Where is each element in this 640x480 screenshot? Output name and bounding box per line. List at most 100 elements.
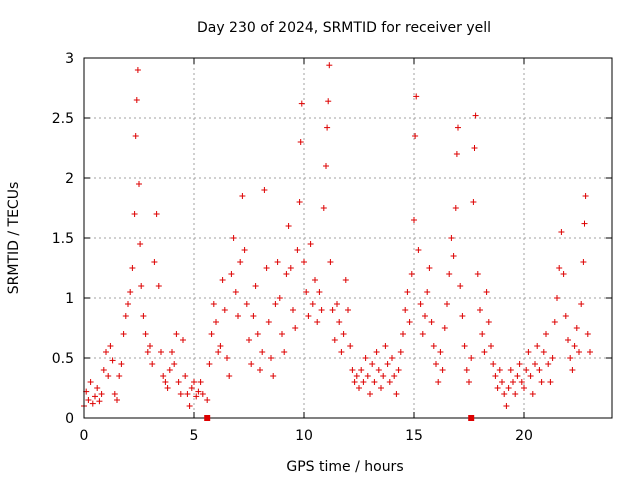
- data-point: [296, 199, 303, 205]
- data-point: [408, 271, 415, 277]
- data-point: [450, 253, 457, 259]
- data-point: [444, 301, 450, 307]
- data-point: [521, 385, 527, 391]
- data-point: [369, 361, 376, 367]
- data-point: [136, 181, 142, 187]
- data-point: [587, 349, 593, 355]
- data-point: [560, 271, 567, 277]
- data-point: [116, 373, 123, 379]
- data-point: [457, 283, 464, 289]
- data-point: [243, 301, 250, 307]
- data-point: [492, 373, 499, 379]
- data-point: [441, 325, 448, 331]
- data-point: [523, 367, 530, 373]
- data-point: [323, 163, 329, 169]
- data-point: [349, 367, 356, 373]
- data-point: [105, 373, 112, 379]
- data-point: [287, 265, 294, 271]
- data-point: [173, 331, 180, 337]
- data-point: [527, 373, 534, 379]
- data-point: [581, 220, 588, 227]
- data-point: [232, 289, 239, 295]
- data-point: [153, 211, 160, 217]
- data-point: [137, 241, 144, 247]
- data-point: [169, 349, 175, 355]
- data-point: [404, 289, 411, 295]
- data-point: [294, 247, 301, 253]
- data-point: [406, 319, 413, 325]
- data-point: [226, 373, 233, 379]
- data-point: [393, 391, 400, 397]
- data-point: [525, 349, 532, 355]
- data-point: [549, 355, 556, 361]
- data-point: [221, 307, 228, 313]
- data-point: [114, 397, 120, 403]
- data-point: [297, 139, 304, 145]
- data-point: [177, 391, 184, 397]
- data-point: [433, 361, 439, 367]
- data-point: [571, 343, 578, 349]
- data-point: [285, 223, 292, 229]
- data-point: [503, 403, 510, 409]
- data-point: [413, 93, 420, 100]
- data-point: [340, 331, 347, 337]
- data-point: [312, 277, 318, 283]
- data-point: [120, 331, 127, 337]
- data-point: [543, 331, 549, 337]
- data-point: [144, 349, 151, 355]
- data-point: [261, 187, 268, 193]
- data-point: [92, 393, 98, 400]
- y-tick-label: 0: [65, 411, 74, 427]
- x-tick-label: 5: [190, 428, 199, 444]
- data-point: [268, 355, 274, 361]
- data-point: [180, 337, 186, 343]
- data-point: [496, 367, 503, 373]
- y-tick-label: 3: [65, 51, 74, 67]
- data-point: [551, 319, 558, 325]
- data-point: [353, 373, 360, 379]
- data-point: [208, 331, 215, 337]
- data-point: [276, 295, 283, 301]
- data-point: [210, 301, 217, 307]
- x-tick-label: 20: [515, 428, 533, 444]
- data-point: [373, 349, 380, 355]
- data-point: [329, 307, 336, 313]
- data-point: [483, 289, 490, 295]
- data-point: [147, 343, 153, 349]
- data-point: [514, 373, 521, 379]
- data-point: [331, 337, 338, 343]
- data-point: [417, 301, 424, 307]
- data-point: [132, 133, 139, 139]
- data-point: [305, 313, 312, 319]
- data-point: [254, 331, 261, 337]
- data-point: [298, 100, 305, 107]
- data-point: [428, 319, 435, 325]
- data-point: [512, 391, 519, 397]
- data-point: [217, 343, 224, 349]
- data-point: [569, 367, 576, 373]
- data-point: [547, 379, 554, 385]
- data-point: [362, 355, 369, 361]
- data-point: [160, 373, 167, 379]
- data-point: [127, 289, 134, 295]
- data-point: [184, 391, 191, 397]
- data-point: [505, 385, 512, 391]
- data-point: [191, 379, 197, 385]
- data-point: [182, 373, 189, 379]
- data-point: [518, 379, 525, 385]
- data-point: [494, 385, 501, 391]
- data-point: [193, 393, 200, 400]
- data-point: [166, 367, 173, 373]
- data-point: [400, 331, 406, 337]
- data-point: [342, 277, 349, 283]
- y-tick-label: 0.5: [52, 351, 74, 367]
- data-point: [490, 361, 497, 367]
- axis-markers: [204, 415, 475, 421]
- data-point: [499, 379, 505, 385]
- data-point: [122, 313, 129, 319]
- y-axis-label: SRMTID / TECUs: [6, 182, 22, 295]
- data-point: [507, 367, 514, 373]
- data-point: [453, 151, 460, 157]
- data-point: [301, 259, 307, 265]
